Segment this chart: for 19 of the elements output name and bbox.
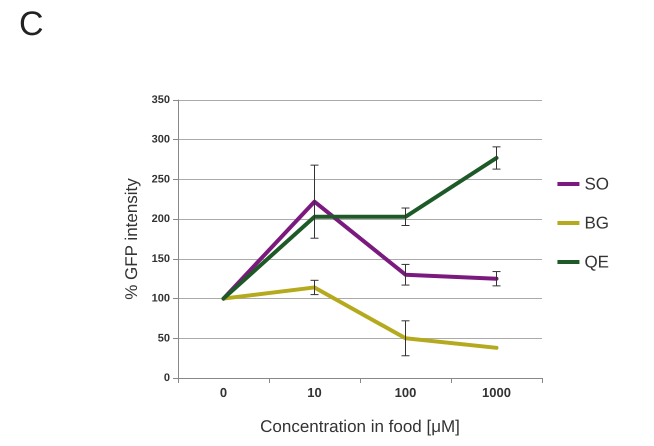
y-tick-label: 200: [152, 213, 170, 226]
y-tick-label: 250: [152, 173, 170, 186]
y-tick-label: 100: [152, 292, 170, 305]
y-tick-label: 350: [152, 94, 170, 106]
chart-title: C: [19, 5, 44, 43]
line-series: [222, 285, 498, 350]
x-tick-label: 100: [394, 385, 416, 400]
legend-label: BG: [584, 214, 609, 232]
y-tick-label: 0: [164, 372, 170, 384]
y-tick-label: 50: [158, 332, 170, 344]
x-tick-label: 0: [220, 385, 228, 400]
y-axis-title: % GFP intensity: [122, 178, 141, 300]
legend-label: SO: [584, 174, 609, 194]
y-tick-label: 300: [152, 134, 170, 146]
legend-label: QE: [584, 252, 609, 272]
x-axis-title: Concentration in food [μM]: [260, 417, 460, 436]
x-tick-label: 1000: [482, 385, 511, 400]
x-tick-label: 10: [307, 385, 322, 400]
y-tick-label: 150: [152, 252, 170, 265]
